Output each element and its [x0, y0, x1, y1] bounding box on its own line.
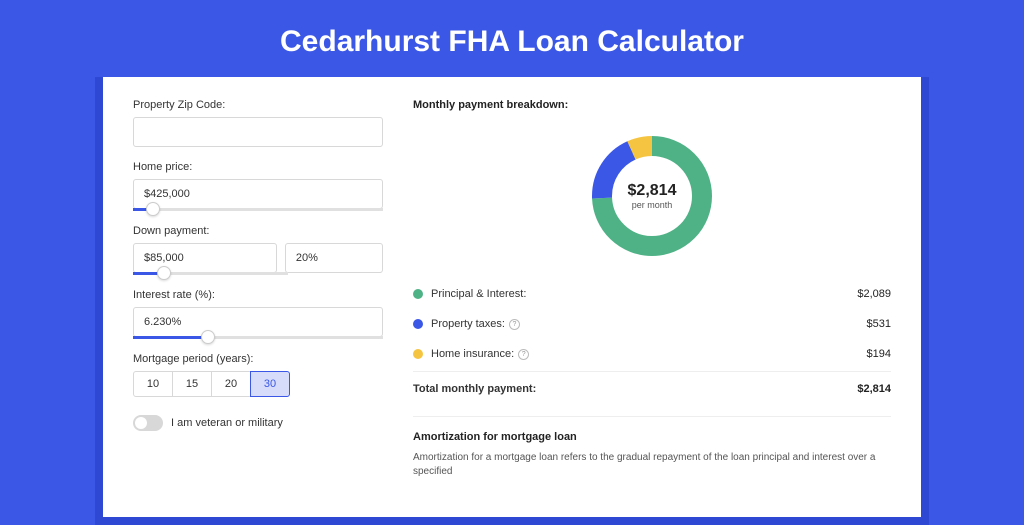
breakdown-label: Home insurance:? [431, 348, 867, 360]
breakdown-list: Principal & Interest:$2,089Property taxe… [413, 279, 891, 369]
dot-icon [413, 319, 423, 329]
amortization-section: Amortization for mortgage loan Amortizat… [413, 416, 891, 479]
breakdown-row-1: Property taxes:?$531 [413, 309, 891, 339]
interest-slider[interactable] [133, 336, 383, 339]
veteran-label: I am veteran or military [171, 417, 283, 429]
breakdown-title: Monthly payment breakdown: [413, 99, 891, 121]
total-label: Total monthly payment: [413, 383, 857, 395]
toggle-knob [135, 417, 147, 429]
donut-sub: per month [628, 200, 677, 210]
amortization-title: Amortization for mortgage loan [413, 431, 891, 443]
zip-field: Property Zip Code: [133, 99, 383, 147]
donut-amount: $2,814 [628, 182, 677, 200]
breakdown-amount: $194 [867, 348, 891, 360]
breakdown-amount: $2,089 [857, 288, 891, 300]
down-payment-amount-input[interactable] [133, 243, 277, 273]
breakdown-label: Property taxes:? [431, 318, 867, 330]
veteran-row: I am veteran or military [133, 415, 383, 431]
donut-wrap: $2,814 per month [413, 121, 891, 279]
breakdown-row-0: Principal & Interest:$2,089 [413, 279, 891, 309]
down-payment-slider[interactable] [133, 272, 288, 275]
period-20[interactable]: 20 [211, 371, 251, 397]
period-row: 10152030 [133, 371, 383, 397]
card-shadow: Property Zip Code: Home price: Down paym… [95, 77, 929, 525]
zip-input[interactable] [133, 117, 383, 147]
mortgage-period-field: Mortgage period (years): 10152030 [133, 353, 383, 397]
interest-label: Interest rate (%): [133, 289, 383, 301]
inputs-column: Property Zip Code: Home price: Down paym… [133, 99, 383, 495]
home-price-field: Home price: [133, 161, 383, 211]
dot-icon [413, 289, 423, 299]
veteran-toggle[interactable] [133, 415, 163, 431]
info-icon[interactable]: ? [509, 319, 520, 330]
down-payment-pct-input[interactable] [285, 243, 383, 273]
home-price-slider[interactable] [133, 208, 383, 211]
interest-input[interactable] [133, 307, 383, 337]
breakdown-column: Monthly payment breakdown: $2,814 per mo… [413, 99, 891, 495]
down-payment-field: Down payment: [133, 225, 383, 275]
page-title: Cedarhurst FHA Loan Calculator [0, 0, 1024, 77]
total-row: Total monthly payment: $2,814 [413, 371, 891, 404]
breakdown-label: Principal & Interest: [431, 288, 857, 300]
down-payment-label: Down payment: [133, 225, 383, 237]
dot-icon [413, 349, 423, 359]
breakdown-amount: $531 [867, 318, 891, 330]
breakdown-row-2: Home insurance:?$194 [413, 339, 891, 369]
period-15[interactable]: 15 [172, 371, 212, 397]
interest-field: Interest rate (%): [133, 289, 383, 339]
home-price-input[interactable] [133, 179, 383, 209]
period-10[interactable]: 10 [133, 371, 173, 397]
amortization-text: Amortization for a mortgage loan refers … [413, 451, 891, 479]
total-amount: $2,814 [857, 383, 891, 395]
mortgage-period-label: Mortgage period (years): [133, 353, 383, 365]
donut-chart: $2,814 per month [587, 131, 717, 261]
calculator-card: Property Zip Code: Home price: Down paym… [103, 77, 921, 517]
period-30[interactable]: 30 [250, 371, 290, 397]
info-icon[interactable]: ? [518, 349, 529, 360]
home-price-label: Home price: [133, 161, 383, 173]
zip-label: Property Zip Code: [133, 99, 383, 111]
